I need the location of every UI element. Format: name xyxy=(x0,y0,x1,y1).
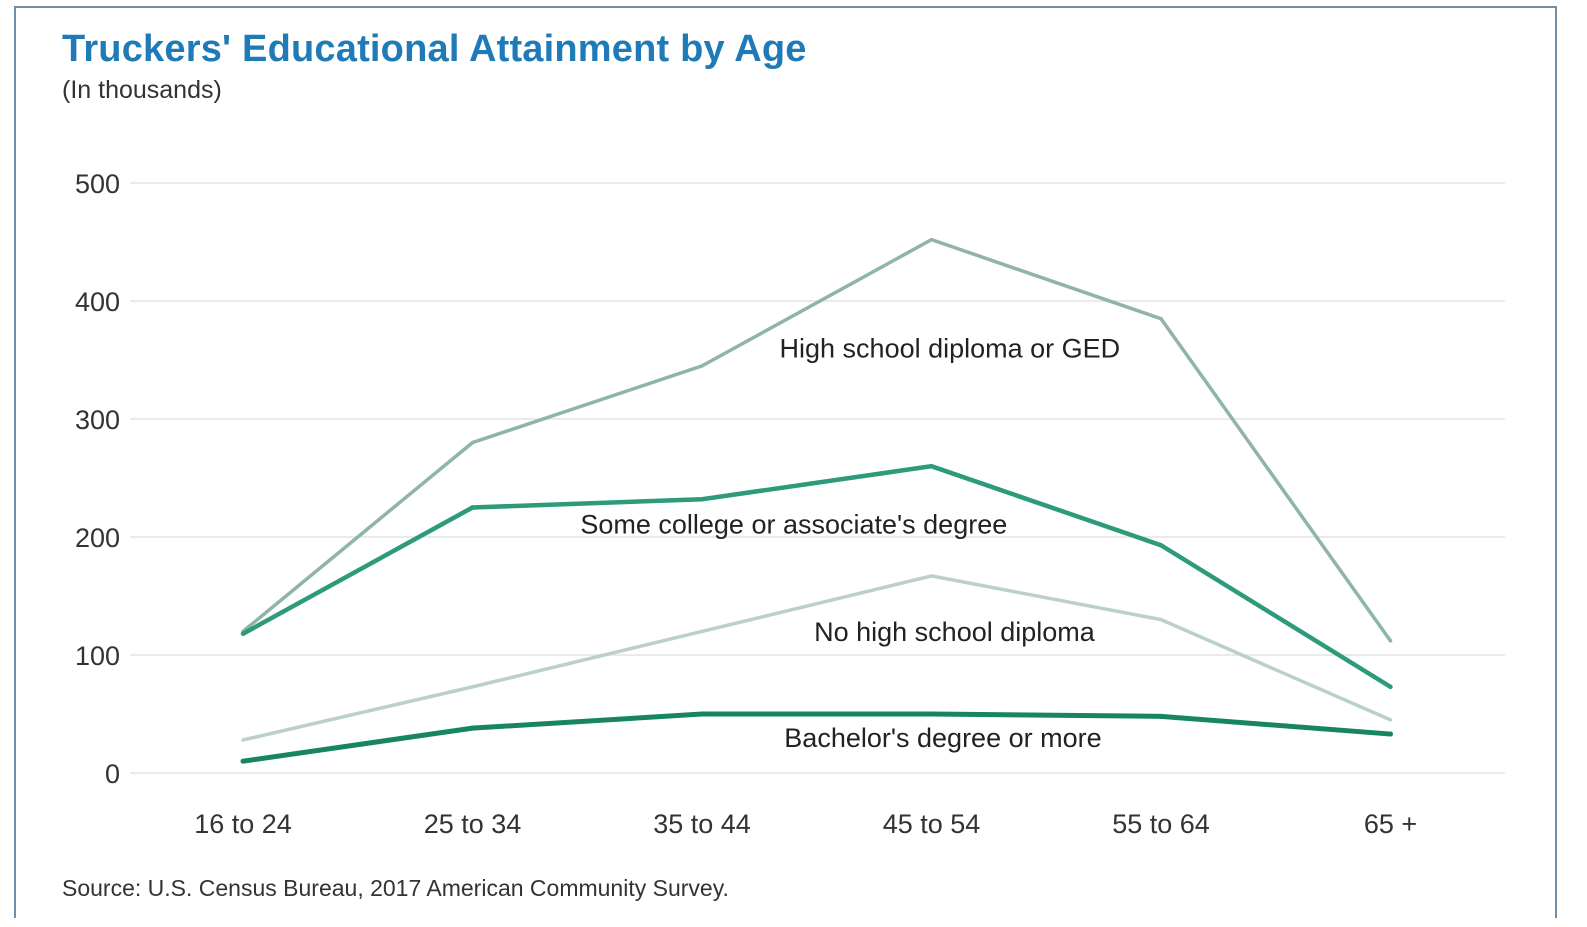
x-tick-label: 35 to 44 xyxy=(653,809,751,839)
data-point xyxy=(929,463,934,469)
series-lines xyxy=(240,237,1393,764)
y-tick-label: 400 xyxy=(75,287,120,317)
data-point xyxy=(470,505,475,510)
data-point xyxy=(1159,316,1163,321)
y-tick-label: 100 xyxy=(75,641,120,671)
y-tick-label: 500 xyxy=(75,169,120,199)
data-point xyxy=(1158,713,1164,719)
data-point xyxy=(240,758,246,764)
data-point xyxy=(699,711,705,717)
data-point xyxy=(700,629,704,634)
y-axis-ticks: 0 100 200 300 400 500 xyxy=(75,169,120,789)
source-note: Source: U.S. Census Bureau, 2017 America… xyxy=(62,875,729,901)
data-point xyxy=(470,685,475,689)
data-point xyxy=(700,364,704,368)
series-line xyxy=(241,237,1392,642)
data-point xyxy=(929,711,934,717)
data-point xyxy=(1388,731,1393,737)
series-label: Some college or associate's degree xyxy=(580,509,1007,539)
x-axis-ticks: 16 to 24 25 to 34 35 to 44 45 to 54 55 to 64… xyxy=(194,809,1417,839)
y-tick-label: 0 xyxy=(105,759,120,789)
x-tick-label: 16 to 24 xyxy=(194,809,292,839)
series-label: No high school diploma xyxy=(814,617,1096,647)
data-point xyxy=(699,496,705,502)
grid-lines xyxy=(130,182,1505,774)
series-label: High school diploma or GED xyxy=(780,334,1121,364)
x-tick-label: 65 + xyxy=(1364,809,1417,839)
y-tick-label: 300 xyxy=(75,405,120,435)
data-point xyxy=(929,237,934,242)
x-tick-label: 45 to 54 xyxy=(883,809,981,839)
x-tick-label: 55 to 64 xyxy=(1112,809,1210,839)
series-label: Bachelor's degree or more xyxy=(784,723,1101,753)
chart-subtitle: (In thousands) xyxy=(62,76,222,104)
data-point xyxy=(1388,684,1393,690)
data-point xyxy=(1388,718,1393,722)
series-line xyxy=(242,574,1392,742)
data-point xyxy=(1159,617,1163,622)
series-line xyxy=(242,711,1391,764)
series-line xyxy=(241,463,1392,689)
chart-title: Truckers' Educational Attainment by Age xyxy=(62,28,807,70)
data-point xyxy=(1388,639,1393,643)
data-point xyxy=(470,725,475,731)
data-point xyxy=(1158,543,1164,548)
series-labels: High school diploma or GED Some college o… xyxy=(580,334,1120,753)
x-tick-label: 25 to 34 xyxy=(424,809,522,839)
data-point xyxy=(929,574,934,578)
data-point xyxy=(240,631,246,637)
y-tick-label: 200 xyxy=(75,523,120,553)
data-point xyxy=(470,440,475,445)
chart-frame xyxy=(14,6,1557,918)
data-point xyxy=(241,738,245,742)
